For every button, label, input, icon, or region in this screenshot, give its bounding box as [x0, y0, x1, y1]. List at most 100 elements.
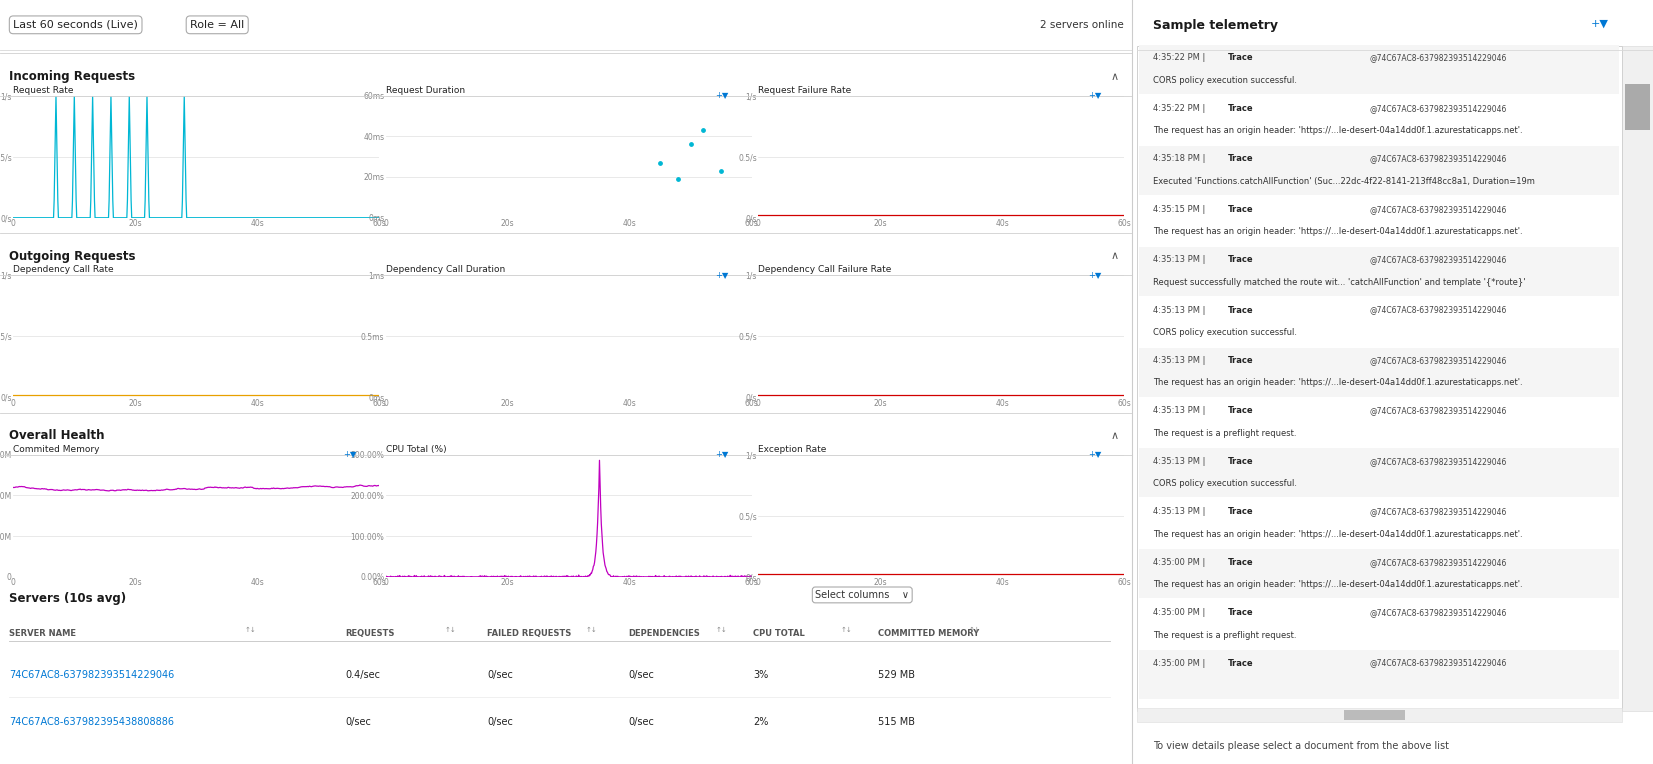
Text: Overall Health: Overall Health	[8, 429, 104, 442]
Text: Trace: Trace	[1228, 205, 1253, 214]
Text: FAILED REQUESTS: FAILED REQUESTS	[488, 630, 572, 638]
Bar	[1139, 196, 1620, 245]
Text: 4:35:00 PM |: 4:35:00 PM |	[1152, 608, 1208, 617]
Text: +▼: +▼	[716, 449, 729, 458]
Bar	[1139, 348, 1620, 397]
Text: 0/sec: 0/sec	[628, 717, 655, 727]
Bar	[1137, 46, 1622, 711]
Bar	[1139, 96, 1620, 144]
Text: ↑↓: ↑↓	[245, 627, 256, 633]
Text: Dependency Call Duration: Dependency Call Duration	[385, 265, 504, 274]
Text: Trace: Trace	[1228, 154, 1253, 163]
Text: @74C67AC8-637982393514229046: @74C67AC8-637982393514229046	[1369, 205, 1508, 214]
Text: 0/sec: 0/sec	[488, 717, 512, 727]
Text: 0.4/sec: 0.4/sec	[345, 671, 380, 681]
Text: 0/sec: 0/sec	[628, 671, 655, 681]
Point	[707, 165, 734, 177]
Text: 4:35:13 PM |: 4:35:13 PM |	[1152, 306, 1208, 315]
Text: 515 MB: 515 MB	[878, 717, 914, 727]
Text: Dependency Call Rate: Dependency Call Rate	[13, 265, 114, 274]
Text: ↑↓: ↑↓	[969, 627, 980, 633]
Text: Outgoing Requests: Outgoing Requests	[8, 250, 136, 263]
Text: +▼: +▼	[1088, 90, 1101, 99]
Text: 4:35:13 PM |: 4:35:13 PM |	[1152, 255, 1208, 264]
Text: CORS policy execution successful.: CORS policy execution successful.	[1152, 479, 1296, 488]
Text: @74C67AC8-637982393514229046: @74C67AC8-637982393514229046	[1369, 255, 1508, 264]
Bar	[1139, 549, 1620, 598]
Text: +▼: +▼	[716, 270, 729, 279]
Bar	[1137, 708, 1622, 722]
Text: 4:35:13 PM |: 4:35:13 PM |	[1152, 507, 1208, 516]
Text: Executed 'Functions.catchAllFunction' (Suc...22dc-4f22-8141-213ff48cc8a1, Durati: Executed 'Functions.catchAllFunction' (S…	[1152, 176, 1534, 186]
Text: Trace: Trace	[1228, 507, 1253, 516]
Text: 2 servers online: 2 servers online	[1040, 20, 1124, 30]
Text: Commited Memory: Commited Memory	[13, 445, 99, 454]
Text: +▼: +▼	[1592, 19, 1608, 29]
Text: @74C67AC8-637982393514229046: @74C67AC8-637982393514229046	[1369, 659, 1508, 668]
Text: Trace: Trace	[1228, 406, 1253, 416]
Text: 4:35:13 PM |: 4:35:13 PM |	[1152, 356, 1208, 365]
Text: ↑↓: ↑↓	[840, 627, 851, 633]
Text: +▼: +▼	[1088, 270, 1101, 279]
Text: Trace: Trace	[1228, 457, 1253, 466]
Text: 74C67AC8-637982393514229046: 74C67AC8-637982393514229046	[8, 671, 174, 681]
Text: 4:35:00 PM |: 4:35:00 PM |	[1152, 659, 1208, 668]
Bar	[1139, 247, 1620, 296]
Text: CORS policy execution successful.: CORS policy execution successful.	[1152, 328, 1296, 337]
Text: CORS policy execution successful.: CORS policy execution successful.	[1152, 76, 1296, 85]
Text: COMMITTED MEMORY: COMMITTED MEMORY	[878, 630, 979, 638]
Text: 4:35:22 PM |: 4:35:22 PM |	[1152, 104, 1208, 113]
Text: REQUESTS: REQUESTS	[345, 630, 395, 638]
Text: DEPENDENCIES: DEPENDENCIES	[628, 630, 701, 638]
Text: Request Failure Rate: Request Failure Rate	[759, 86, 851, 95]
Text: The request has an origin header: 'https://...le-desert-04a14dd0f.1.azurestatica: The request has an origin header: 'https…	[1152, 378, 1522, 387]
Text: 4:35:22 PM |: 4:35:22 PM |	[1152, 53, 1208, 63]
Text: Incoming Requests: Incoming Requests	[8, 70, 136, 83]
Text: ∧: ∧	[1111, 251, 1119, 261]
Text: CPU Total (%): CPU Total (%)	[385, 445, 446, 454]
Text: SERVER NAME: SERVER NAME	[8, 630, 76, 638]
Text: ↑↓: ↑↓	[716, 627, 727, 633]
Text: +▼: +▼	[716, 90, 729, 99]
Text: Request Duration: Request Duration	[385, 86, 464, 95]
Text: @74C67AC8-637982393514229046: @74C67AC8-637982393514229046	[1369, 558, 1508, 567]
Text: 4:35:18 PM |: 4:35:18 PM |	[1152, 154, 1208, 163]
Text: @74C67AC8-637982393514229046: @74C67AC8-637982393514229046	[1369, 306, 1508, 315]
Text: Trace: Trace	[1228, 255, 1253, 264]
Bar	[1139, 650, 1620, 699]
Point	[646, 157, 673, 169]
Text: 4:35:13 PM |: 4:35:13 PM |	[1152, 457, 1208, 466]
Text: 0/sec: 0/sec	[488, 671, 512, 681]
Text: 4:35:00 PM |: 4:35:00 PM |	[1152, 558, 1208, 567]
Bar	[1139, 448, 1620, 497]
Bar	[1344, 710, 1405, 720]
Text: The request has an origin header: 'https://...le-desert-04a14dd0f.1.azurestatica: The request has an origin header: 'https…	[1152, 126, 1522, 135]
Text: Trace: Trace	[1228, 104, 1253, 113]
Text: 0/sec: 0/sec	[345, 717, 372, 727]
Text: Request successfully matched the route wit... 'catchAllFunction' and template '{: Request successfully matched the route w…	[1152, 277, 1526, 286]
Text: The request has an origin header: 'https://...le-desert-04a14dd0f.1.azurestatica: The request has an origin header: 'https…	[1152, 227, 1522, 236]
Text: The request is a preflight request.: The request is a preflight request.	[1152, 630, 1296, 639]
Bar	[1625, 84, 1650, 130]
Text: @74C67AC8-637982393514229046: @74C67AC8-637982393514229046	[1369, 507, 1508, 516]
Text: Trace: Trace	[1228, 53, 1253, 63]
Text: Sample telemetry: Sample telemetry	[1152, 19, 1278, 32]
Point	[678, 138, 704, 151]
Text: @74C67AC8-637982393514229046: @74C67AC8-637982393514229046	[1369, 406, 1508, 416]
Text: @74C67AC8-637982393514229046: @74C67AC8-637982393514229046	[1369, 608, 1508, 617]
Text: Trace: Trace	[1228, 659, 1253, 668]
Text: CPU TOTAL: CPU TOTAL	[754, 630, 805, 638]
Bar	[1139, 146, 1620, 195]
Text: 4:35:13 PM |: 4:35:13 PM |	[1152, 406, 1208, 416]
Bar	[1139, 398, 1620, 447]
Text: ↑↓: ↑↓	[445, 627, 456, 633]
Text: Select columns    ∨: Select columns ∨	[815, 590, 909, 600]
Bar	[1139, 297, 1620, 346]
Text: 4:35:15 PM |: 4:35:15 PM |	[1152, 205, 1208, 214]
Text: ↑↓: ↑↓	[585, 627, 598, 633]
Text: +▼: +▼	[1088, 449, 1101, 458]
Text: 2%: 2%	[754, 717, 769, 727]
Text: Request Rate: Request Rate	[13, 86, 74, 95]
Text: The request has an origin header: 'https://...le-desert-04a14dd0f.1.azurestatica: The request has an origin header: 'https…	[1152, 580, 1522, 589]
Text: @74C67AC8-637982393514229046: @74C67AC8-637982393514229046	[1369, 356, 1508, 365]
